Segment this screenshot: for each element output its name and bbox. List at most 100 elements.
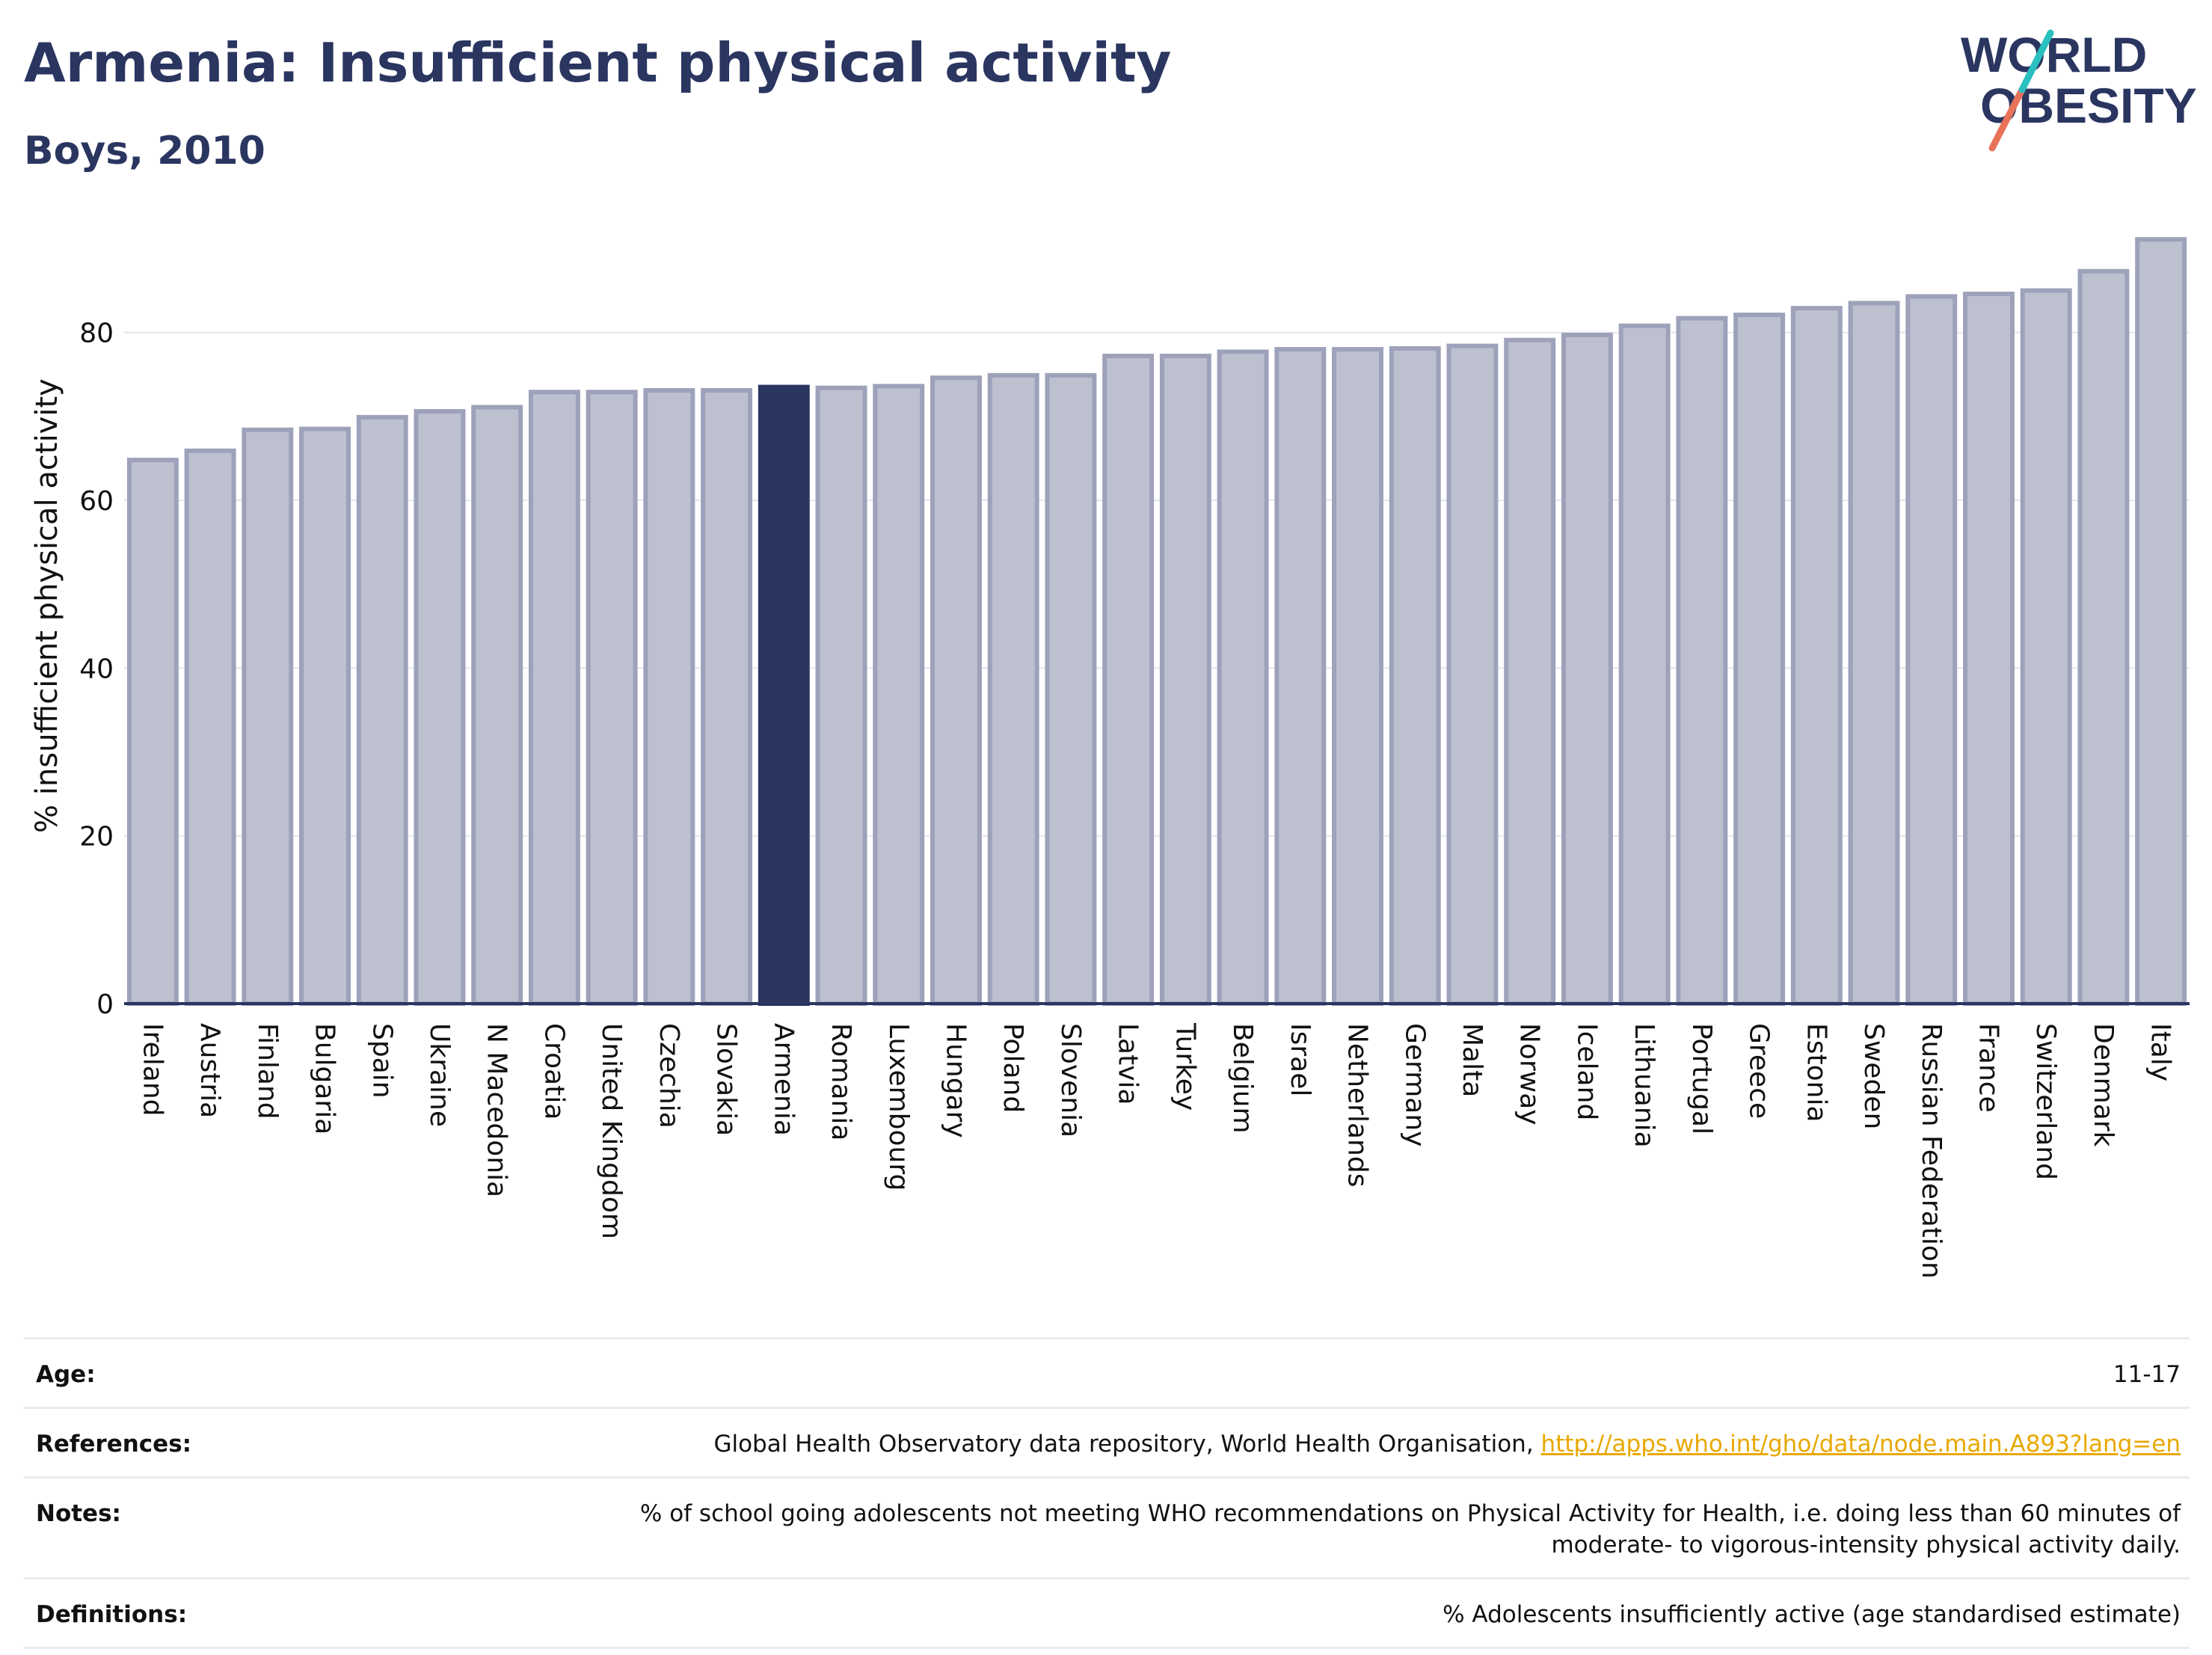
bar-greece <box>1733 313 1786 1006</box>
bar-luxembourg <box>873 384 925 1006</box>
x-tick-label: Spain <box>366 1023 397 1099</box>
bar-ireland <box>126 458 179 1006</box>
y-tick-labels: 0 20 40 60 80 <box>79 319 114 1020</box>
bar-croatia <box>528 390 580 1006</box>
x-tick-label: Estonia <box>1801 1023 1831 1123</box>
bar-belgium <box>1217 349 1269 1006</box>
logo-teal-slash <box>2018 29 2054 93</box>
info-table: Age: 11-17 References: Global Health Obs… <box>24 1337 2190 1649</box>
y-tick-label: 20 <box>79 822 114 853</box>
bar-latvia <box>1102 354 1155 1006</box>
info-row-notes: Notes: % of school going adolescents not… <box>24 1476 2190 1577</box>
x-tick-label: Ukraine <box>424 1023 455 1127</box>
bar-estonia <box>1790 306 1843 1006</box>
x-tick-label: France <box>1973 1023 2003 1113</box>
x-tick-label: Greece <box>1744 1023 1775 1119</box>
bar-sweden <box>1848 301 1900 1006</box>
bar-israel <box>1274 347 1327 1007</box>
definitions-label: Definitions: <box>36 1601 188 1628</box>
x-tick-label: Slovakia <box>711 1023 742 1136</box>
bar-finland <box>242 427 294 1006</box>
references-link[interactable]: http://apps.who.int/gho/data/node.main.A… <box>1540 1431 2181 1458</box>
x-tick-label: Czechia <box>654 1023 684 1129</box>
notes-value: % of school going adolescents not meetin… <box>639 1500 2181 1559</box>
bar-germany <box>1389 346 1441 1006</box>
page-title: Armenia: Insufficient physical activity <box>24 31 1172 94</box>
bar-denmark <box>2077 268 2130 1006</box>
bar-hungary <box>930 375 982 1006</box>
bar-poland <box>987 372 1039 1006</box>
info-row-references: References: Global Health Observatory da… <box>24 1407 2190 1476</box>
bar-italy <box>2135 237 2187 1006</box>
x-tick-label: Switzerland <box>2030 1023 2061 1180</box>
bar-czechia <box>643 388 695 1006</box>
references-label: References: <box>36 1431 192 1458</box>
x-tick-label: Turkey <box>1170 1022 1200 1111</box>
x-tick-label: Croatia <box>538 1023 569 1120</box>
y-tick-label: 60 <box>79 486 114 517</box>
x-tick-label: Russian Federation <box>1916 1023 1947 1279</box>
x-tick-label: Israel <box>1285 1023 1315 1096</box>
bar-turkey <box>1159 354 1211 1006</box>
page-subtitle: Boys, 2010 <box>24 129 265 174</box>
bar-austria <box>184 448 236 1006</box>
y-tick-label: 40 <box>79 654 114 684</box>
bar-spain <box>356 414 408 1006</box>
references-value: Global Health Observatory data repositor… <box>221 1428 2181 1460</box>
x-tick-label: Portugal <box>1686 1023 1717 1134</box>
x-tick-label: Denmark <box>2088 1023 2119 1147</box>
bar-netherlands <box>1332 347 1383 1007</box>
x-tick-label: Slovenia <box>1055 1023 1086 1137</box>
age-label: Age: <box>36 1361 96 1388</box>
bar-malta <box>1446 343 1499 1006</box>
bar-portugal <box>1676 316 1728 1006</box>
bar-france <box>1963 292 2015 1007</box>
x-tick-label: N Macedonia <box>482 1023 512 1197</box>
age-value: 11-17 <box>2113 1361 2181 1388</box>
references-text: Global Health Observatory data repositor… <box>713 1431 1541 1458</box>
x-tick-label: United Kingdom <box>596 1023 627 1239</box>
y-axis-label: % insufficient physical activity <box>30 378 64 833</box>
logo-coral-slash <box>1988 86 2026 152</box>
x-tick-label: Armenia <box>768 1023 799 1136</box>
x-tick-label: Romania <box>826 1023 856 1140</box>
bar-iceland <box>1561 332 1613 1006</box>
x-tick-label: Netherlands <box>1342 1023 1373 1187</box>
x-tick-label: Austria <box>194 1023 225 1118</box>
bars-layer <box>126 237 2187 1007</box>
grid-layer <box>124 331 2190 837</box>
y-tick-label: 80 <box>79 319 114 349</box>
x-tick-label: Ireland <box>137 1023 168 1117</box>
notes-label: Notes: <box>36 1500 121 1527</box>
bar-ukraine <box>414 409 466 1006</box>
bar-lithuania <box>1618 323 1671 1007</box>
x-tick-label: Germany <box>1399 1023 1430 1146</box>
y-tick-label: 0 <box>96 989 114 1020</box>
bar-slovakia <box>701 388 753 1006</box>
bar-russian-federation <box>1905 294 1958 1006</box>
x-tick-labels: Ireland Austria Finland Bulgaria Spain Ukrain… <box>137 1022 2175 1279</box>
definitions-value: % Adolescents insufficiently active (age… <box>1443 1601 2181 1628</box>
world-obesity-logo: WORLD OBESITY <box>1961 27 2197 152</box>
bar-norway <box>1504 337 1556 1006</box>
x-tick-label: Poland <box>998 1023 1028 1113</box>
x-tick-label: Finland <box>252 1023 283 1120</box>
info-row-age: Age: 11-17 <box>24 1337 2190 1407</box>
x-tick-label: Italy <box>2145 1023 2176 1081</box>
x-tick-label: Belgium <box>1227 1023 1258 1134</box>
logo-line1: WORLD <box>1961 27 2147 82</box>
bar-n-macedonia <box>471 405 523 1006</box>
x-tick-label: Bulgaria <box>310 1023 340 1134</box>
x-tick-label: Latvia <box>1113 1023 1143 1105</box>
bar-armenia <box>758 384 810 1006</box>
x-tick-label: Luxembourg <box>883 1023 914 1191</box>
x-tick-label: Malta <box>1457 1023 1487 1097</box>
bar-bulgaria <box>299 426 351 1006</box>
x-tick-label: Norway <box>1514 1023 1545 1126</box>
x-tick-label: Iceland <box>1571 1023 1602 1120</box>
x-tick-label: Hungary <box>940 1023 971 1138</box>
bar-slovenia <box>1045 372 1097 1006</box>
bar-switzerland <box>2020 288 2072 1006</box>
bar-united-kingdom <box>586 390 638 1006</box>
x-tick-label: Sweden <box>1858 1023 1889 1129</box>
